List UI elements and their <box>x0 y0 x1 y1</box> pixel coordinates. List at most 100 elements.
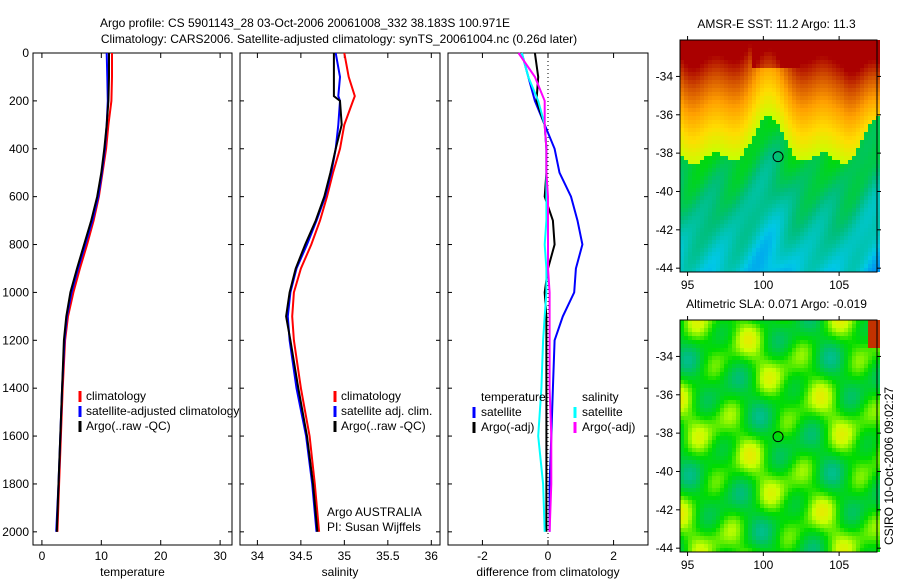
heatmap-cell <box>816 412 820 416</box>
heatmap-cell <box>856 184 860 188</box>
heatmap-cell <box>816 140 820 144</box>
heatmap-cell <box>716 248 720 252</box>
heatmap-cell <box>768 340 772 344</box>
heatmap-cell <box>840 76 844 80</box>
heatmap-cell <box>700 236 704 240</box>
heatmap-cell <box>756 460 760 464</box>
heatmap-cell <box>864 68 868 72</box>
heatmap-cell <box>832 92 836 96</box>
heatmap-cell <box>828 348 832 352</box>
heatmap-cell <box>720 464 724 468</box>
heatmap-cell <box>776 232 780 236</box>
heatmap-cell <box>704 260 708 264</box>
heatmap-cell <box>696 260 700 264</box>
heatmap-cell <box>844 196 848 200</box>
heatmap-cell <box>808 200 812 204</box>
heatmap-cell <box>868 324 872 328</box>
heatmap-cell <box>872 224 876 228</box>
heatmap-cell <box>740 448 744 452</box>
heatmap-cell <box>780 336 784 340</box>
heatmap-cell <box>872 460 876 464</box>
heatmap-cell <box>736 244 740 248</box>
heatmap-cell <box>876 336 880 340</box>
heatmap-cell <box>780 164 784 168</box>
heatmap-cell <box>816 212 820 216</box>
heatmap-cell <box>680 328 684 332</box>
heatmap-cell <box>720 348 724 352</box>
heatmap-cell <box>868 396 872 400</box>
heatmap-cell <box>860 416 864 420</box>
heatmap-cell <box>756 216 760 220</box>
heatmap-cell <box>756 64 760 68</box>
heatmap-cell <box>820 220 824 224</box>
heatmap-cell <box>864 196 868 200</box>
heatmap-cell <box>788 380 792 384</box>
heatmap-cell <box>864 324 868 328</box>
heatmap-cell <box>820 448 824 452</box>
heatmap-cell <box>796 60 800 64</box>
heatmap-cell <box>832 240 836 244</box>
heatmap-cell <box>768 40 772 44</box>
heatmap-cell <box>740 120 744 124</box>
heatmap-cell <box>740 352 744 356</box>
heatmap-cell <box>732 364 736 368</box>
heatmap-cell <box>864 108 868 112</box>
heatmap-cell <box>680 44 684 48</box>
heatmap-cell <box>728 448 732 452</box>
heatmap-cell <box>760 228 764 232</box>
heatmap-cell <box>868 72 872 76</box>
heatmap-cell <box>848 464 852 468</box>
heatmap-cell <box>740 100 744 104</box>
heatmap-cell <box>808 420 812 424</box>
heatmap-cell <box>736 100 740 104</box>
heatmap-cell <box>736 64 740 68</box>
heatmap-cell <box>860 356 864 360</box>
heatmap-cell <box>808 392 812 396</box>
heatmap-cell <box>828 100 832 104</box>
heatmap-cell <box>720 432 724 436</box>
heatmap-cell <box>748 212 752 216</box>
heatmap-cell <box>740 104 744 108</box>
heatmap-cell <box>824 196 828 200</box>
heatmap-cell <box>708 252 712 256</box>
heatmap-cell <box>736 128 740 132</box>
heatmap-cell <box>688 472 692 476</box>
heatmap-cell <box>840 208 844 212</box>
heatmap-cell <box>836 64 840 68</box>
heatmap-cell <box>748 464 752 468</box>
heatmap-cell <box>856 244 860 248</box>
heatmap-cell <box>784 248 788 252</box>
heatmap-cell <box>764 136 768 140</box>
heatmap-cell <box>852 336 856 340</box>
heatmap-cell <box>708 468 712 472</box>
heatmap-cell <box>844 416 848 420</box>
heatmap-cell <box>800 124 804 128</box>
heatmap-cell <box>768 184 772 188</box>
heatmap-cell <box>688 180 692 184</box>
heatmap-cell <box>744 240 748 244</box>
heatmap-cell <box>728 132 732 136</box>
heatmap-cell <box>792 412 796 416</box>
heatmap-cell <box>824 252 828 256</box>
heatmap-cell <box>752 148 756 152</box>
heatmap-cell <box>804 320 808 324</box>
heatmap-cell <box>840 252 844 256</box>
heatmap-cell <box>700 224 704 228</box>
heatmap-cell <box>820 112 824 116</box>
heatmap-cell <box>836 228 840 232</box>
heatmap-cell <box>700 348 704 352</box>
heatmap-cell <box>832 80 836 84</box>
heatmap-cell <box>804 152 808 156</box>
heatmap-cell <box>856 96 860 100</box>
heatmap-cell <box>720 400 724 404</box>
heatmap-cell <box>796 348 800 352</box>
heatmap-cell <box>876 176 880 180</box>
heatmap-cell <box>720 172 724 176</box>
heatmap-cell <box>848 156 852 160</box>
heatmap-cell <box>780 228 784 232</box>
heatmap-cell <box>704 64 708 68</box>
heatmap-cell <box>736 240 740 244</box>
heatmap-cell <box>804 364 808 368</box>
heatmap-cell <box>724 244 728 248</box>
heatmap-cell <box>716 436 720 440</box>
